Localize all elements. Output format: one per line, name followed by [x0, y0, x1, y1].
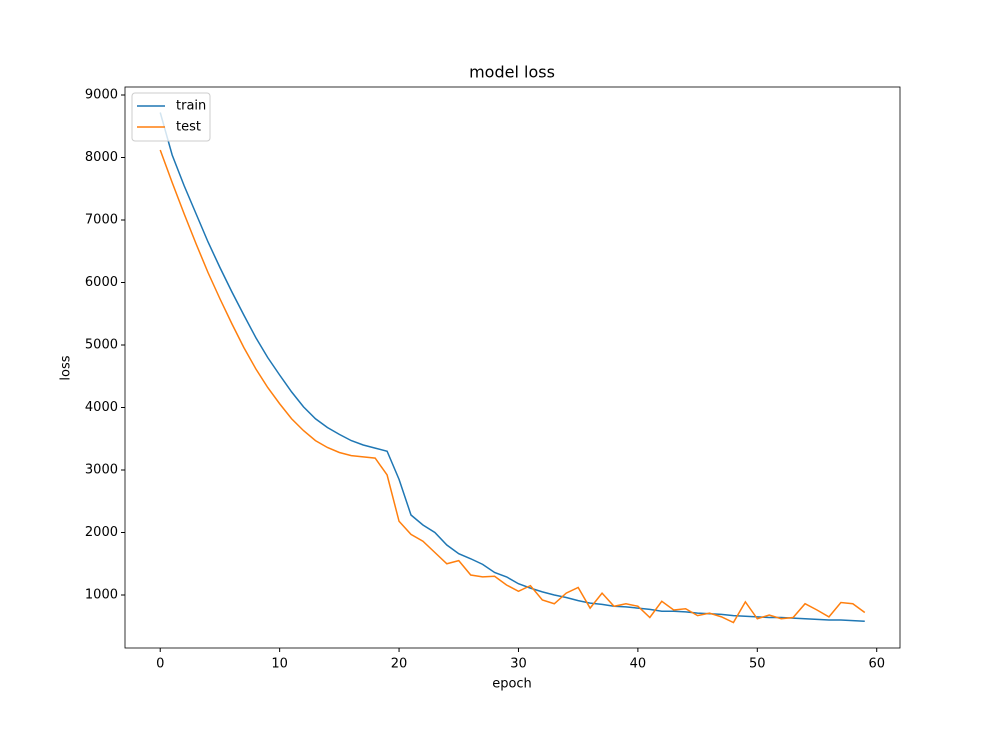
y-tick-label: 4000 — [85, 400, 118, 415]
legend-box — [131, 92, 211, 142]
y-tick-label: 3000 — [85, 463, 118, 478]
x-axis-label: epoch — [492, 677, 532, 692]
x-tick-label: 60 — [868, 657, 885, 672]
x-tick-label: 50 — [749, 657, 766, 672]
y-tick-label: 5000 — [85, 338, 118, 353]
x-tick-label: 30 — [510, 657, 527, 672]
y-tick-label: 8000 — [85, 150, 118, 165]
y-tick-label: 6000 — [85, 275, 118, 290]
x-tick-label: 0 — [156, 657, 164, 672]
legend-label: train — [176, 99, 206, 114]
y-axis-label: loss — [59, 355, 74, 380]
legend-label: test — [176, 120, 201, 135]
chart-title: model loss — [469, 63, 555, 82]
y-tick-label: 1000 — [85, 588, 118, 603]
y-tick-label: 7000 — [85, 213, 118, 228]
x-tick-label: 20 — [391, 657, 408, 672]
y-tick-label: 9000 — [85, 88, 118, 103]
x-tick-label: 40 — [630, 657, 647, 672]
y-tick-label: 2000 — [85, 525, 118, 540]
plot-frame — [124, 86, 901, 649]
x-tick-label: 10 — [271, 657, 288, 672]
line-series — [159, 149, 866, 624]
line-series — [159, 112, 865, 622]
